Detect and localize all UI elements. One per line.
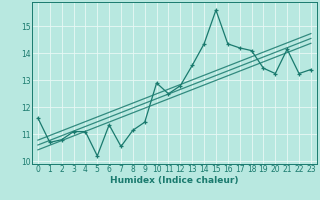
- X-axis label: Humidex (Indice chaleur): Humidex (Indice chaleur): [110, 176, 239, 185]
